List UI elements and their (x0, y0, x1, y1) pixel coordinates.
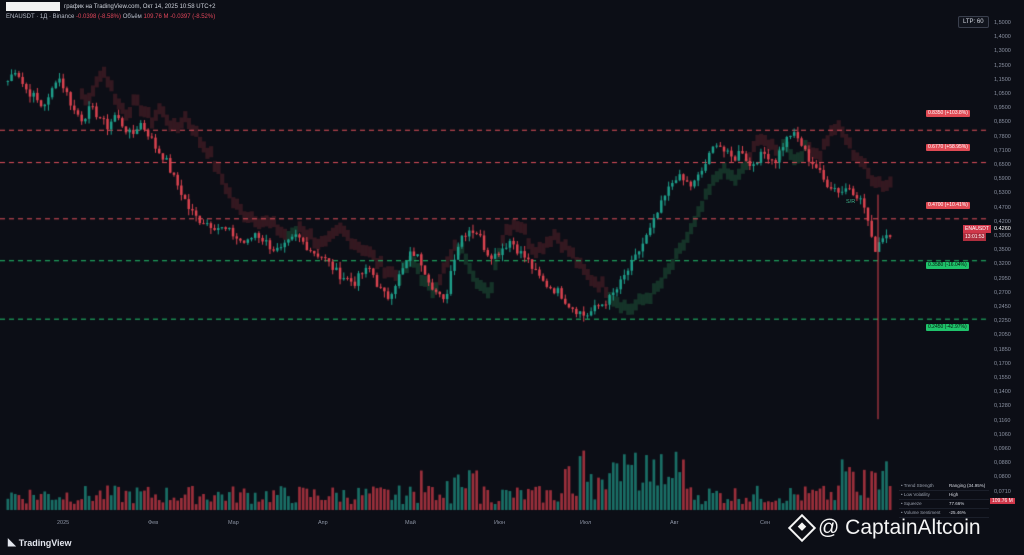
snapshot-text: график на TradingView.com, Окт 14, 2025 … (64, 4, 216, 11)
info-row: • Squeeze 77.66% (899, 500, 989, 509)
captainaltcoin-watermark: @ CaptainAltcoin (787, 513, 981, 543)
price-tick: 0,1400 (994, 389, 1011, 396)
current-symbol-tag: ENAUSDT (963, 225, 991, 233)
price-tick: 0,1700 (994, 360, 1011, 367)
binance-diamond-icon (787, 513, 817, 543)
price-tick: 0,0710 (994, 488, 1011, 495)
price-tick: 0,0960 (994, 446, 1011, 452)
price-tick: 0,2050 (994, 332, 1011, 339)
price-tick: 0,4200 (994, 218, 1011, 225)
level-tag: 0.6770 (+58.95%) (926, 144, 970, 151)
price-tick: 0,8500 (994, 119, 1011, 126)
price-tick: 0,2250 (994, 318, 1011, 325)
brand-text: TradingView (18, 537, 72, 548)
price-tick: 1,5000 (994, 20, 1011, 26)
tradingview-brand[interactable]: ◣ TradingView (8, 537, 72, 548)
price-tick: 0,0880 (994, 460, 1011, 467)
tradingview-logo-icon: ◣ (8, 537, 16, 548)
time-tick: Май (405, 520, 416, 526)
current-timer-tag: 13:01:53 (963, 233, 987, 241)
info-row: • Volume Sentiment -25.46% (899, 509, 989, 518)
price-tick: 0,7800 (994, 133, 1011, 140)
current-price-label: 0.4260 (994, 226, 1011, 232)
price-tick: 0,9500 (994, 105, 1011, 112)
price-tick: 0,2450 (994, 304, 1011, 310)
change-1: -0.0398 (-8.58%) (75, 14, 122, 20)
level-tag: 0.4700 (+10.41%) (926, 202, 970, 209)
volume-tag: 109.76 M (990, 498, 1015, 504)
time-tick: Апр (318, 520, 328, 526)
level-tag: 0.8350 (+103.8%) (926, 110, 970, 117)
symbol-line: ENAUSDT · 1Д · Binance -0.0398 (-8.58%) … (6, 14, 215, 20)
price-tick: 1,2500 (994, 62, 1011, 69)
time-tick: 2025 (57, 520, 70, 526)
volume-value: 109.76 M (143, 14, 169, 20)
price-tick: 0,5300 (994, 190, 1011, 197)
price-tick: 0,3500 (994, 247, 1011, 254)
time-tick: Июл (580, 520, 592, 526)
time-tick: Сен (760, 520, 771, 526)
sr-annotation: S/R (846, 199, 856, 205)
price-tick: 0,1550 (994, 375, 1011, 381)
time-tick: Мар (228, 520, 239, 526)
info-row: • Low Volatility High (899, 491, 989, 500)
price-tick: 0,2700 (994, 289, 1011, 296)
time-tick: Фев (148, 520, 159, 526)
price-tick: 0,1060 (994, 431, 1011, 438)
price-tick: 0,1280 (994, 403, 1011, 410)
price-tick: 0,6500 (994, 162, 1011, 168)
price-tick: 0,0800 (994, 474, 1011, 481)
change-2: -0.0397 (-8.52%) (170, 14, 216, 20)
price-tick: 1,3000 (994, 48, 1011, 55)
price-tick: 0,1160 (994, 417, 1011, 424)
price-tick: 0,3200 (994, 261, 1011, 268)
volume-label: Объём (122, 14, 142, 20)
price-tick: 0,5900 (994, 176, 1011, 183)
ltp-badge[interactable]: LTP: 60 (958, 16, 989, 28)
watermark-text: @ CaptainAltcoin (818, 516, 981, 539)
price-tick: 0,4700 (994, 204, 1011, 211)
level-tag: 0.3580 (-16.04%) (926, 262, 969, 269)
price-tick: 1,0500 (994, 91, 1011, 97)
info-row: • Trend Strength Ranging (34.95%) (899, 482, 989, 491)
price-tick: 0,2950 (994, 275, 1011, 282)
price-tick: 0,3900 (994, 233, 1011, 239)
snapshot-header: график на TradingView.com, Окт 14, 2025 … (6, 2, 215, 11)
level-tag: 0.2450 (-42.97%) (926, 324, 969, 331)
indicator-info-panel: • Trend Strength Ranging (34.95%) • Low Vo… (899, 482, 989, 518)
symbol-text: ENAUSDT · 1Д · Binance (6, 14, 75, 20)
price-tick: 1,4000 (994, 34, 1011, 41)
price-tick: 0,1850 (994, 346, 1011, 353)
time-tick: Авг (670, 520, 679, 526)
time-tick: Июн (494, 520, 506, 526)
price-tick: 0,7100 (994, 147, 1011, 154)
price-tick: 1,1500 (994, 76, 1011, 83)
